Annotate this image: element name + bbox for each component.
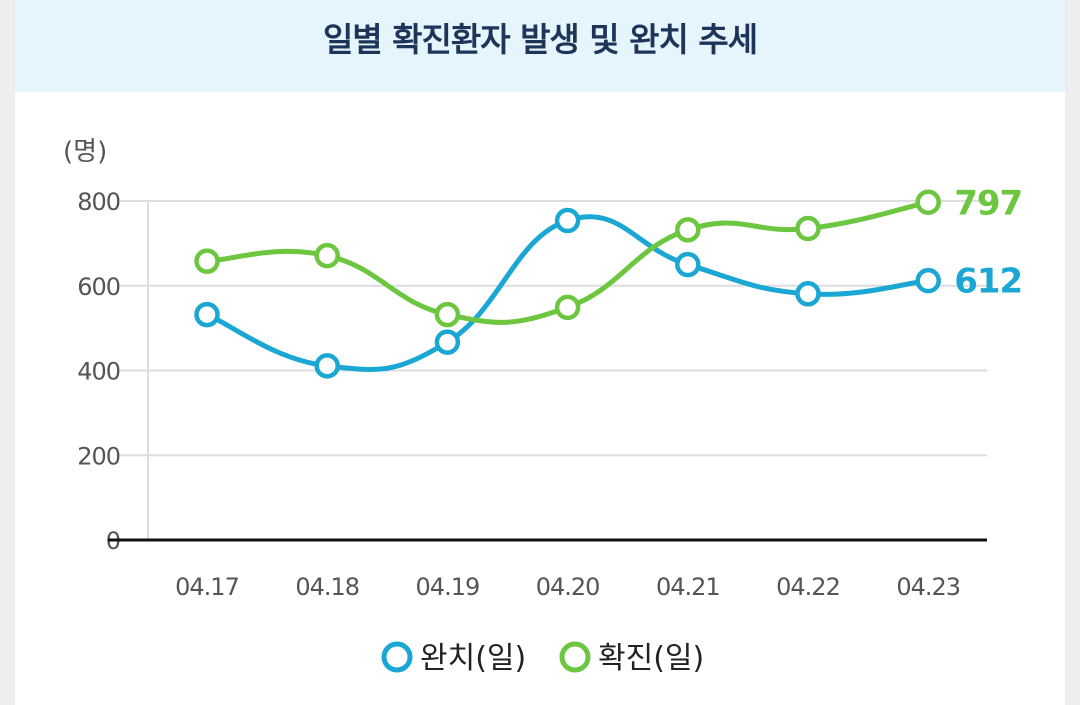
legend-marker-recovered — [381, 641, 413, 673]
data-point-recovered — [554, 207, 581, 234]
x-tick-label: 04.20 — [536, 573, 600, 601]
chart-title: 일별 확진환자 발생 및 완치 추세 — [322, 20, 758, 59]
legend-label-confirmed: 확진(일) — [598, 641, 704, 676]
y-axis-unit-label: (명) — [63, 137, 107, 167]
y-tick-label: 800 — [77, 188, 120, 216]
y-tick-label: 400 — [77, 358, 120, 386]
data-point-recovered — [795, 281, 821, 307]
data-point-confirmed — [434, 301, 461, 328]
data-point-recovered — [434, 329, 461, 355]
y-tick-label: 200 — [77, 442, 120, 470]
x-tick-label: 04.22 — [776, 573, 840, 601]
data-point-confirmed — [795, 215, 821, 242]
x-tick-label: 04.17 — [175, 573, 239, 601]
y-tick-label: 600 — [77, 273, 120, 301]
data-point-recovered — [675, 251, 701, 278]
data-point-recovered — [915, 267, 941, 294]
x-tick-label: 04.19 — [416, 573, 480, 601]
end-value-label: 612 — [954, 262, 1022, 302]
chart-card: 일별 확진환자 발생 및 완치 추세 — [15, 0, 1065, 705]
data-point-recovered — [314, 353, 340, 379]
data-point-confirmed — [675, 217, 701, 243]
data-point-confirmed — [194, 248, 220, 274]
data-point-recovered — [194, 301, 220, 328]
x-tick-label: 04.21 — [656, 573, 720, 601]
end-value-label: 797 — [954, 183, 1022, 223]
x-tick-label: 04.23 — [896, 573, 960, 601]
legend-marker-confirmed — [559, 641, 591, 673]
data-point-confirmed — [554, 294, 581, 321]
data-point-confirmed — [915, 189, 941, 216]
title-bar — [15, 0, 1065, 92]
legend-label-recovered: 완치(일) — [420, 641, 526, 676]
data-point-confirmed — [314, 242, 340, 269]
x-tick-label: 04.18 — [295, 573, 359, 601]
